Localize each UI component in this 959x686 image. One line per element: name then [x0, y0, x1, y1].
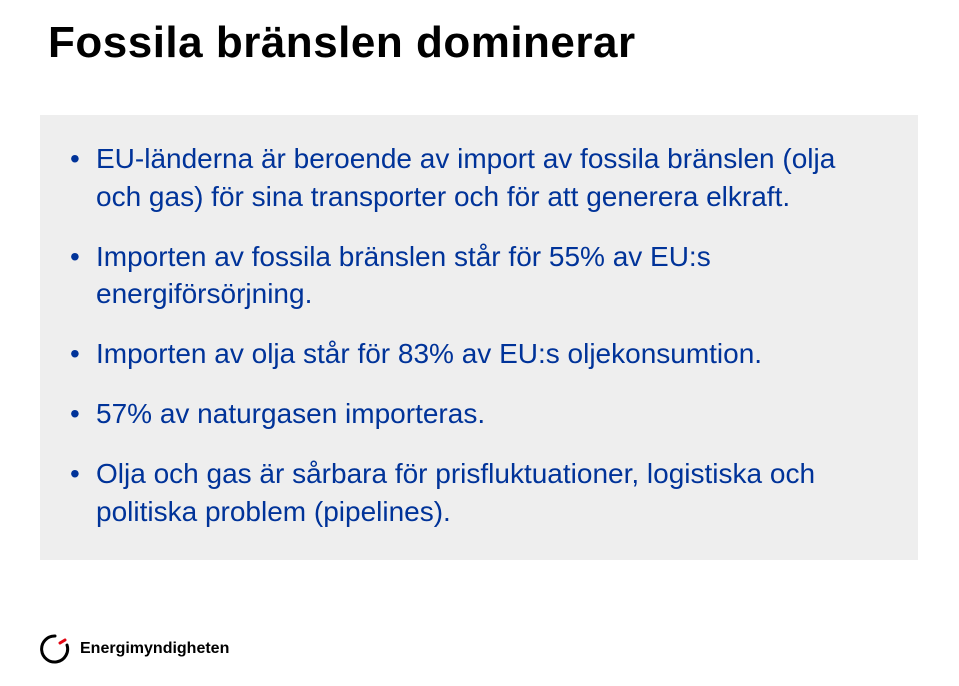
- energimyndigheten-icon: [38, 632, 72, 666]
- bullet-item: Importen av fossila bränslen står för 55…: [70, 238, 888, 314]
- bullet-item: Importen av olja står för 83% av EU:s ol…: [70, 335, 888, 373]
- bullet-item: Olja och gas är sårbara för prisfluktuat…: [70, 455, 888, 531]
- content-box: EU-länderna är beroende av import av fos…: [40, 115, 918, 560]
- logo-text: Energimyndigheten: [80, 640, 229, 658]
- bullet-item: 57% av naturgasen importeras.: [70, 395, 888, 433]
- logo: Energimyndigheten: [38, 632, 229, 666]
- bullet-list: EU-länderna är beroende av import av fos…: [70, 140, 888, 530]
- bullet-item: EU-länderna är beroende av import av fos…: [70, 140, 888, 216]
- slide: Fossila bränslen dominerar EU-länderna ä…: [0, 0, 959, 686]
- slide-title: Fossila bränslen dominerar: [48, 18, 911, 68]
